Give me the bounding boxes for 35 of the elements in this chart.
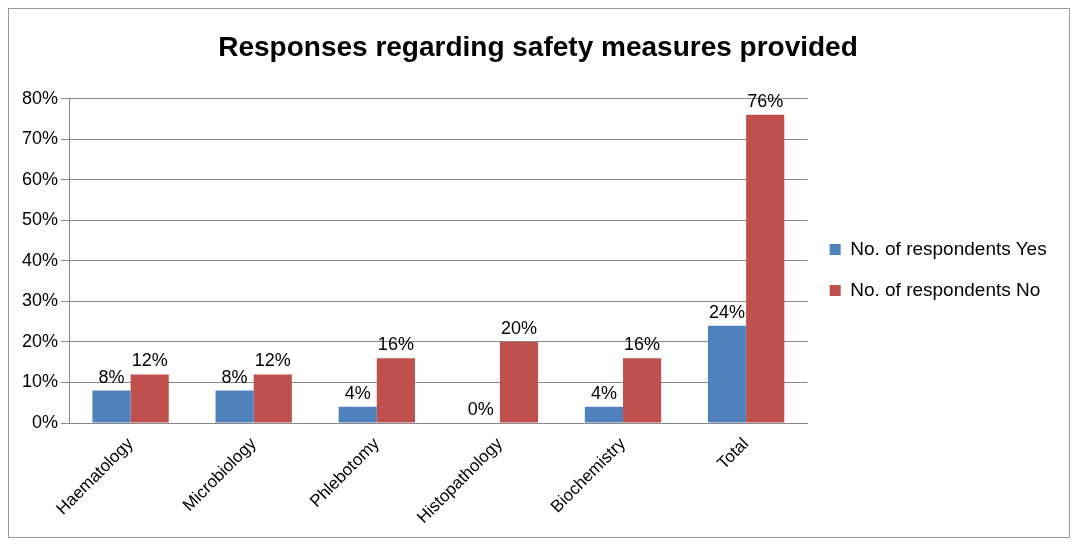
bar (499, 341, 539, 423)
bar (584, 406, 624, 423)
bar (623, 358, 662, 423)
bar (376, 358, 415, 423)
data-label: 12% (254, 350, 291, 371)
data-label: 20% (500, 317, 538, 338)
legend-label: No. of respondents Yes (850, 237, 1047, 259)
data-label: 4% (590, 382, 617, 403)
y-tick-label: 0% (32, 412, 59, 433)
y-tick-label: 50% (22, 209, 59, 230)
y-tick-label: 30% (22, 290, 59, 311)
legend-label: No. of respondents No (850, 278, 1041, 300)
data-label: 76% (747, 90, 784, 111)
data-label: 16% (377, 334, 414, 355)
y-tick-label: 20% (22, 330, 59, 351)
chart-title: Responses regarding safety measures provided (218, 30, 858, 62)
y-tick-label: 40% (22, 249, 59, 270)
y-tick-label: 60% (22, 168, 59, 189)
bar (92, 390, 131, 423)
bar (707, 325, 747, 423)
y-tick-label: 10% (22, 371, 59, 392)
data-label: 4% (344, 382, 371, 403)
data-label: 8% (98, 366, 125, 387)
bar (253, 374, 292, 423)
data-label: 0% (467, 399, 494, 420)
data-label: 24% (709, 301, 746, 322)
y-tick-label: 80% (22, 87, 59, 108)
bar (338, 406, 377, 423)
bar (746, 114, 785, 423)
bar (215, 390, 254, 423)
data-label: 8% (221, 366, 248, 387)
data-label: 12% (131, 350, 168, 371)
bar (130, 374, 169, 423)
y-tick-label: 70% (22, 128, 59, 149)
data-label: 16% (624, 334, 661, 355)
